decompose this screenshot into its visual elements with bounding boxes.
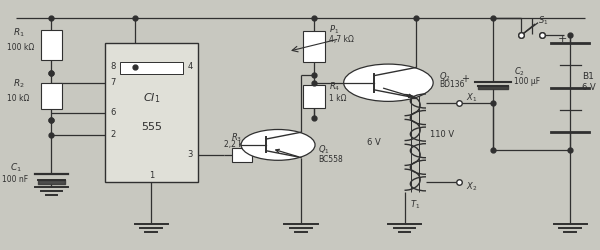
- Text: $R_2$: $R_2$: [13, 78, 24, 90]
- Bar: [232, 148, 252, 162]
- Text: 2: 2: [110, 130, 115, 140]
- Bar: [105, 43, 197, 182]
- Text: 1: 1: [149, 172, 154, 180]
- Text: 2,2 kΩ: 2,2 kΩ: [224, 140, 248, 149]
- Text: $X_1$: $X_1$: [466, 92, 477, 104]
- Text: $R_1$: $R_1$: [13, 27, 25, 39]
- Text: 8: 8: [110, 62, 116, 71]
- Bar: [303, 31, 325, 62]
- Bar: [41, 84, 62, 110]
- Text: 6 V: 6 V: [367, 138, 380, 147]
- Text: 6 V: 6 V: [582, 83, 596, 92]
- Text: B1: B1: [582, 72, 594, 81]
- Text: $X_2$: $X_2$: [466, 181, 477, 194]
- Bar: [303, 85, 325, 108]
- Bar: [120, 62, 182, 74]
- Text: 100 nF: 100 nF: [2, 175, 29, 184]
- Text: $C_2$: $C_2$: [514, 66, 524, 78]
- Text: 1 kΩ: 1 kΩ: [329, 94, 346, 104]
- Text: $R_3$: $R_3$: [231, 131, 242, 144]
- Text: $Q_1$: $Q_1$: [318, 144, 330, 156]
- Text: 7: 7: [110, 78, 116, 87]
- Text: +: +: [558, 34, 568, 44]
- Text: 6: 6: [110, 108, 116, 117]
- Text: $P_1$: $P_1$: [329, 23, 339, 36]
- Text: $C_1$: $C_1$: [10, 161, 22, 173]
- Text: +: +: [461, 74, 469, 84]
- Text: 10 kΩ: 10 kΩ: [7, 94, 29, 104]
- Text: 4,7 kΩ: 4,7 kΩ: [329, 35, 353, 44]
- Text: $R_4$: $R_4$: [329, 80, 340, 93]
- Text: BC558: BC558: [318, 155, 343, 164]
- Circle shape: [344, 64, 433, 102]
- Text: $Q_2$: $Q_2$: [439, 71, 451, 84]
- Circle shape: [241, 130, 315, 160]
- Text: 4: 4: [187, 62, 193, 71]
- Text: $S_1$: $S_1$: [538, 14, 548, 27]
- Text: $T_1$: $T_1$: [410, 198, 421, 211]
- Bar: [41, 30, 62, 60]
- Text: 110 V: 110 V: [430, 130, 454, 140]
- Text: 555: 555: [141, 122, 162, 132]
- Text: 100 kΩ: 100 kΩ: [7, 44, 34, 52]
- Text: 100 μF: 100 μF: [514, 78, 540, 86]
- Text: BD136: BD136: [439, 80, 464, 89]
- Text: 3: 3: [187, 150, 193, 159]
- Text: $CI_1$: $CI_1$: [143, 91, 160, 104]
